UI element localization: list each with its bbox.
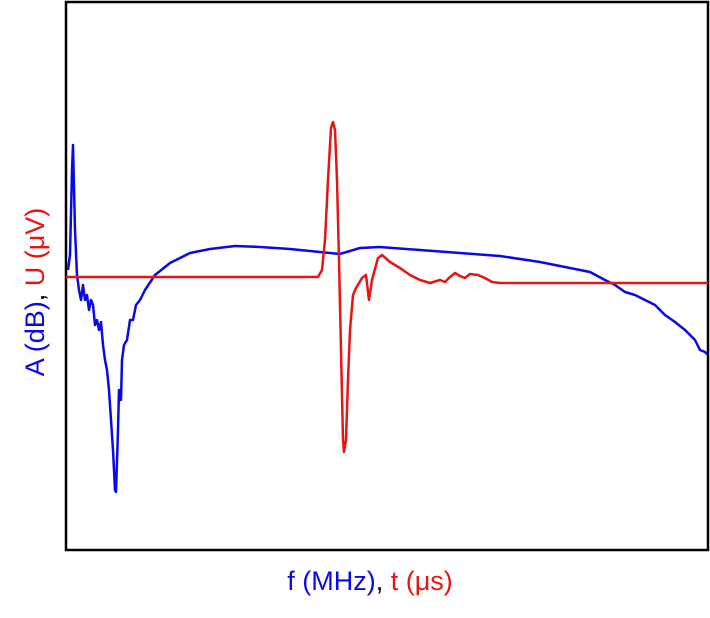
- y-label-part: U (μV): [20, 208, 50, 287]
- x-label-part: ,: [376, 566, 391, 596]
- x-label-part: t (μs): [391, 566, 453, 596]
- x-axis-label: f (MHz), t (μs): [287, 566, 453, 596]
- data-line: [66, 120, 708, 454]
- x-label-part: f (MHz): [287, 566, 375, 596]
- y-label-part: ,: [20, 286, 50, 301]
- y-axis-label: A (dB), U (μV): [20, 208, 50, 377]
- y-label-part: A (dB): [20, 301, 50, 376]
- data-line: [66, 143, 709, 494]
